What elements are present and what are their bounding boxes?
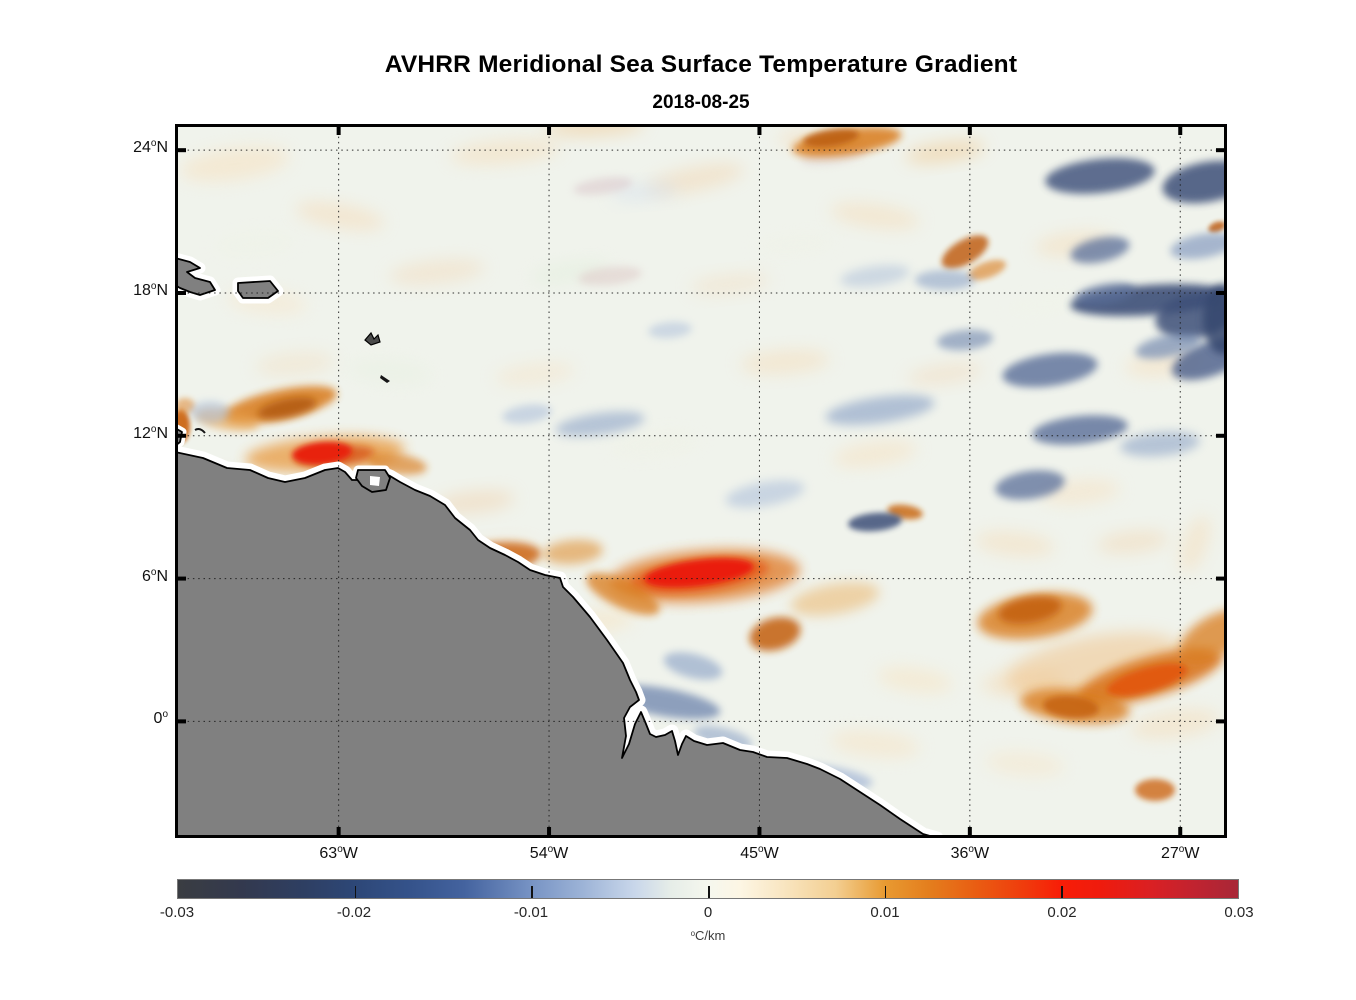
- colorbar-tick-label: -0.02: [336, 904, 372, 921]
- landmasses: [175, 252, 944, 838]
- degree-superscript: o: [150, 423, 157, 435]
- colorbar-tick-label: 0.03: [1224, 904, 1254, 921]
- degree-superscript: o: [337, 844, 343, 855]
- colorbar-tick-mark: [531, 886, 533, 898]
- colorbar-unit-label: oC/km: [690, 928, 726, 943]
- map-svg: [175, 124, 1227, 838]
- chart-title: AVHRR Meridional Sea Surface Temperature…: [384, 51, 1018, 78]
- degree-superscript: o: [1178, 844, 1185, 855]
- degree-superscript: o: [690, 929, 696, 938]
- map-plot-area: [175, 124, 1227, 838]
- gradient-features: [175, 124, 1227, 801]
- x-axis-tick-label: 45oW: [740, 844, 779, 863]
- colorbar-tick-label: 0.01: [870, 904, 900, 921]
- y-axis-tick-label: 6oN: [141, 566, 168, 585]
- colorbar-tick-mark: [708, 886, 710, 898]
- colorbar-tick-label: 0.02: [1047, 904, 1077, 921]
- colorbar-tick-mark: [1061, 886, 1063, 898]
- y-axis-tick-label: 12oN: [133, 423, 168, 442]
- plot-border: [175, 124, 1227, 838]
- lake-hole: [370, 476, 380, 486]
- y-axis-tick-label: 0o: [153, 709, 168, 728]
- x-axis-tick-label: 36oW: [950, 844, 990, 863]
- degree-superscript: o: [968, 844, 974, 855]
- colorbar-tick-label: 0: [703, 904, 713, 921]
- land-puerto-rico: [237, 280, 279, 299]
- y-axis-tick-label: 24oN: [133, 138, 168, 157]
- degree-superscript: o: [162, 709, 168, 721]
- colorbar-tick-label: -0.01: [513, 904, 549, 921]
- degree-superscript: o: [150, 138, 157, 150]
- degree-superscript: o: [150, 280, 157, 292]
- islet-martinique: [380, 375, 390, 383]
- degree-superscript: o: [150, 566, 157, 578]
- x-axis-tick-label: 27oW: [1161, 844, 1200, 863]
- x-axis-tick-label: 63oW: [319, 844, 358, 863]
- y-axis-tick-label: 18oN: [133, 280, 168, 299]
- land-hispaniola: [175, 257, 216, 296]
- axis-tick-marks: [175, 124, 1227, 838]
- x-axis-tick-label: 54oW: [529, 844, 569, 863]
- colorbar-tick-mark: [884, 886, 887, 898]
- degree-superscript: o: [547, 844, 554, 855]
- degree-superscript: o: [758, 844, 764, 855]
- colorbar-tick-mark: [354, 886, 357, 898]
- islet-coast-hook: [194, 428, 206, 434]
- colorbar: [177, 879, 1239, 899]
- chart-subtitle: 2018-08-25: [652, 92, 750, 113]
- colorbar-tick-label: -0.03: [159, 904, 195, 921]
- islet-guadeloupe: [364, 331, 381, 346]
